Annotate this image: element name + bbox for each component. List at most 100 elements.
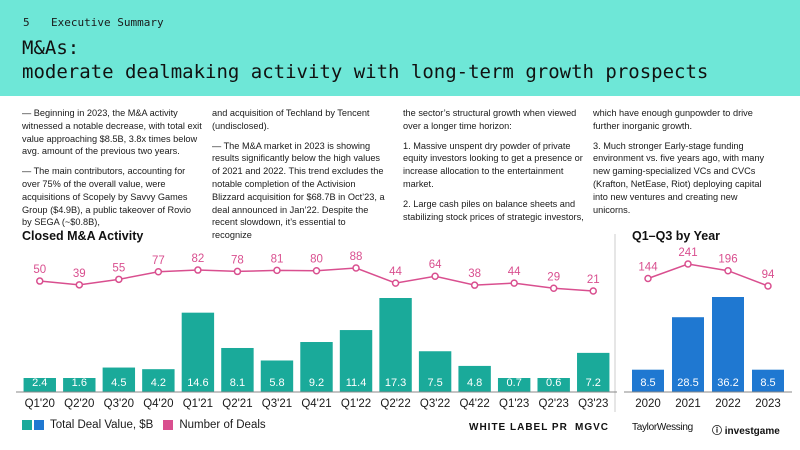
x-tick-label: Q4'22 bbox=[459, 398, 489, 410]
x-tick-label: Q1'21 bbox=[183, 398, 213, 410]
deals-point bbox=[724, 266, 732, 275]
taylor-wessing-logo: TaylorWessing bbox=[632, 422, 693, 433]
page-title-line-2: moderate dealmaking activity with long-t… bbox=[22, 61, 709, 83]
white-label-pr-logo: WHITE LABEL PR bbox=[469, 422, 568, 433]
quarterly-chart: 2.4 Q1'20 1.6 Q2'20 4.5 Q3'20 4.2 Q4'20 14.6 Q1'2… bbox=[16, 251, 617, 410]
deals-value-label: 196 bbox=[718, 254, 737, 266]
bar-value-label: 0.6 bbox=[546, 377, 561, 389]
bar bbox=[632, 369, 664, 392]
bar-value-label: 17.3 bbox=[385, 377, 406, 389]
bar bbox=[221, 347, 254, 392]
deals-value-label: 77 bbox=[152, 255, 165, 267]
deals-value-label: 144 bbox=[638, 262, 658, 274]
bar-value-label: 4.5 bbox=[111, 377, 126, 389]
deals-point bbox=[470, 281, 479, 289]
x-tick-label: 2022 bbox=[715, 398, 741, 410]
bar bbox=[672, 317, 704, 392]
bar bbox=[712, 297, 744, 392]
x-tick-label: Q2'22 bbox=[380, 398, 410, 410]
bar-value-label: 28.5 bbox=[677, 377, 698, 389]
x-tick-label: Q1'22 bbox=[341, 398, 371, 410]
bar bbox=[577, 352, 610, 392]
x-tick-label: 2023 bbox=[755, 398, 781, 410]
bar bbox=[418, 351, 452, 392]
bar bbox=[379, 298, 412, 392]
deals-value-label: 80 bbox=[310, 254, 323, 266]
bar-value-label: 8.1 bbox=[230, 377, 245, 389]
bar-value-label: 4.2 bbox=[151, 377, 166, 389]
x-tick-label: 2020 bbox=[635, 398, 661, 410]
bar-value-label: 7.5 bbox=[427, 377, 442, 389]
deals-point bbox=[233, 267, 242, 276]
paragraph: — Beginning in 2023, the M&A activity wi… bbox=[22, 108, 202, 157]
bar-value-label: 2.4 bbox=[32, 377, 47, 389]
chart-title-yearly: Q1–Q3 by Year bbox=[632, 229, 721, 243]
page-title-line-1: M&As: bbox=[22, 37, 80, 59]
deals-point bbox=[352, 264, 360, 272]
section-title: Executive Summary bbox=[51, 16, 164, 29]
deals-point bbox=[684, 260, 692, 268]
x-tick-label: Q1'23 bbox=[499, 398, 529, 410]
text-column-1: — Beginning in 2023, the M&A activity wi… bbox=[22, 107, 202, 236]
bar bbox=[458, 365, 491, 392]
bar-value-label: 36.2 bbox=[717, 377, 738, 389]
text-column-3: the sector’s structural growth when view… bbox=[403, 107, 585, 230]
x-tick-label: Q3'22 bbox=[420, 398, 450, 410]
deals-value-label: 88 bbox=[350, 251, 363, 263]
deals-value-label: 78 bbox=[231, 254, 244, 266]
deals-value-label: 39 bbox=[73, 268, 86, 280]
x-tick-label: 2021 bbox=[675, 398, 701, 410]
bar-value-label: 4.8 bbox=[467, 377, 482, 389]
text-column-2: and acquisition of Techland by Tencent (… bbox=[212, 107, 388, 249]
deals-point bbox=[194, 266, 202, 274]
bar bbox=[537, 378, 570, 392]
x-tick-label: Q3'20 bbox=[104, 398, 134, 410]
text-column-4: which have enough gunpowder to drive fur… bbox=[593, 107, 773, 223]
deals-value-label: 241 bbox=[678, 247, 697, 259]
bar-value-label: 1.6 bbox=[72, 377, 87, 389]
deals-value-label: 81 bbox=[271, 253, 284, 265]
chart-title-quarterly: Closed M&A Activity bbox=[22, 229, 144, 243]
deals-value-label: 94 bbox=[762, 269, 775, 281]
bar-value-label: 14.6 bbox=[187, 377, 208, 389]
bar bbox=[63, 378, 96, 392]
x-tick-label: Q3'23 bbox=[578, 398, 608, 410]
x-tick-label: Q2'23 bbox=[539, 398, 569, 410]
deals-point bbox=[36, 277, 44, 285]
header-banner bbox=[0, 0, 800, 96]
bar bbox=[260, 360, 294, 392]
x-tick-label: Q4'21 bbox=[301, 398, 331, 410]
legend-label-value: Total Deal Value, $B bbox=[50, 419, 154, 431]
deals-point bbox=[312, 266, 321, 275]
page-title: M&As: moderate dealmaking activity with … bbox=[22, 36, 708, 84]
legend-swatch-deals bbox=[163, 420, 174, 430]
paragraph: — The main contributors, accounting for … bbox=[22, 166, 192, 228]
legend-label-deals: Number of Deals bbox=[179, 419, 266, 431]
deals-value-label: 21 bbox=[587, 274, 600, 286]
x-tick-label: Q2'20 bbox=[64, 398, 94, 410]
paragraph: which have enough gunpowder to drive fur… bbox=[593, 108, 753, 131]
deals-point bbox=[115, 275, 123, 284]
bar bbox=[497, 378, 531, 392]
mgvc-logo: MGVC bbox=[575, 422, 609, 433]
bar bbox=[142, 369, 175, 392]
bar bbox=[752, 369, 784, 392]
bar bbox=[102, 367, 136, 392]
bar-value-label: 11.4 bbox=[346, 377, 367, 389]
paragraph: 1. Massive unspent dry powder of private… bbox=[403, 140, 583, 189]
paragraph: 2. Large cash piles on balance sheets an… bbox=[403, 198, 584, 222]
deals-value-label: 50 bbox=[33, 264, 46, 276]
deals-value-label: 44 bbox=[389, 266, 402, 278]
deals-point bbox=[510, 279, 518, 287]
x-tick-label: Q3'21 bbox=[262, 398, 292, 410]
deals-point bbox=[431, 272, 439, 280]
bar bbox=[181, 312, 215, 392]
deals-value-label: 44 bbox=[508, 266, 521, 278]
yearly-chart: 8.5 2020 28.5 2021 36.2 2022 8.5 2023 144 241 196 9… bbox=[624, 247, 792, 410]
bar-value-label: 5.8 bbox=[269, 377, 284, 389]
legend-swatch-quarterly bbox=[22, 420, 32, 430]
deals-value-label: 64 bbox=[429, 259, 442, 271]
deals-point bbox=[549, 284, 558, 293]
deals-value-label: 29 bbox=[547, 271, 560, 283]
